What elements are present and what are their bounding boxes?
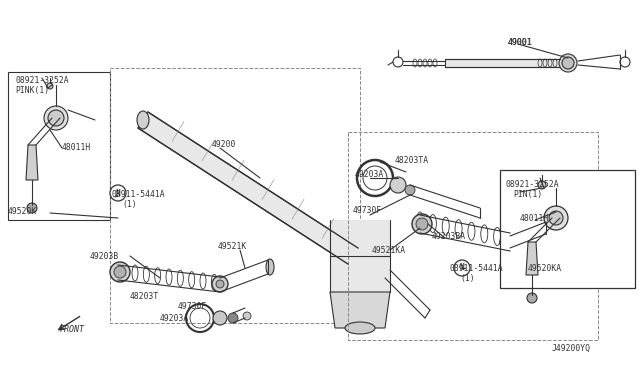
Polygon shape: [330, 292, 390, 328]
Text: 48203TA: 48203TA: [395, 156, 429, 165]
Ellipse shape: [334, 222, 386, 290]
Text: 49203A: 49203A: [160, 314, 189, 323]
Ellipse shape: [137, 111, 149, 129]
Circle shape: [243, 312, 251, 320]
Text: 08921-3252A: 08921-3252A: [505, 180, 559, 189]
Text: 49200: 49200: [212, 140, 236, 149]
Circle shape: [114, 266, 126, 278]
Circle shape: [544, 206, 568, 230]
Circle shape: [454, 260, 470, 276]
Text: 08921-3252A: 08921-3252A: [15, 76, 68, 85]
Polygon shape: [26, 145, 38, 180]
Text: 49730F: 49730F: [178, 302, 207, 311]
Circle shape: [216, 280, 224, 288]
Circle shape: [212, 276, 228, 292]
Bar: [348, 132, 598, 340]
Circle shape: [47, 83, 53, 89]
Bar: [110, 68, 360, 323]
Circle shape: [527, 293, 537, 303]
Circle shape: [48, 110, 64, 126]
Circle shape: [538, 181, 546, 189]
Circle shape: [390, 177, 406, 193]
Bar: [8, 72, 110, 220]
Text: N: N: [460, 263, 464, 273]
Circle shape: [213, 311, 227, 325]
Circle shape: [44, 106, 68, 130]
Circle shape: [412, 214, 432, 234]
Circle shape: [27, 203, 37, 213]
Bar: [330, 220, 390, 292]
Circle shape: [228, 313, 238, 323]
Text: PIN(1): PIN(1): [513, 190, 542, 199]
Text: J49200YQ: J49200YQ: [552, 344, 591, 353]
Text: 49001: 49001: [508, 38, 533, 47]
Polygon shape: [526, 242, 538, 275]
Bar: [500, 170, 635, 288]
Bar: [445, 59, 560, 67]
Text: 49521KA: 49521KA: [372, 246, 406, 255]
Circle shape: [110, 262, 130, 282]
Ellipse shape: [559, 54, 577, 72]
Text: 48203T: 48203T: [130, 292, 159, 301]
Text: 49001: 49001: [508, 38, 532, 47]
Circle shape: [416, 218, 428, 230]
Ellipse shape: [266, 259, 274, 275]
Circle shape: [110, 185, 126, 201]
Polygon shape: [138, 112, 358, 264]
Circle shape: [500, 234, 516, 250]
Ellipse shape: [345, 322, 375, 334]
Text: 49203A: 49203A: [355, 170, 384, 179]
Text: N: N: [116, 189, 120, 198]
Text: 48011H: 48011H: [520, 214, 549, 223]
Text: 49203B: 49203B: [90, 252, 119, 261]
Text: (1): (1): [122, 200, 136, 209]
Text: FRONT: FRONT: [60, 325, 85, 334]
Circle shape: [405, 185, 415, 195]
Circle shape: [549, 211, 563, 225]
Text: 08911-5441A: 08911-5441A: [450, 264, 504, 273]
Text: 49520KA: 49520KA: [528, 264, 562, 273]
Circle shape: [504, 238, 512, 246]
Text: PINK(1): PINK(1): [15, 86, 49, 95]
Text: 08911-5441A: 08911-5441A: [112, 190, 166, 199]
Text: 49203BA: 49203BA: [432, 232, 466, 241]
Text: 49521K: 49521K: [218, 242, 247, 251]
Text: (1): (1): [460, 274, 475, 283]
Ellipse shape: [341, 230, 379, 282]
Ellipse shape: [562, 57, 574, 69]
Text: 48011H: 48011H: [62, 143, 92, 152]
Text: 49730F: 49730F: [353, 206, 382, 215]
Text: 49520K: 49520K: [8, 207, 37, 216]
